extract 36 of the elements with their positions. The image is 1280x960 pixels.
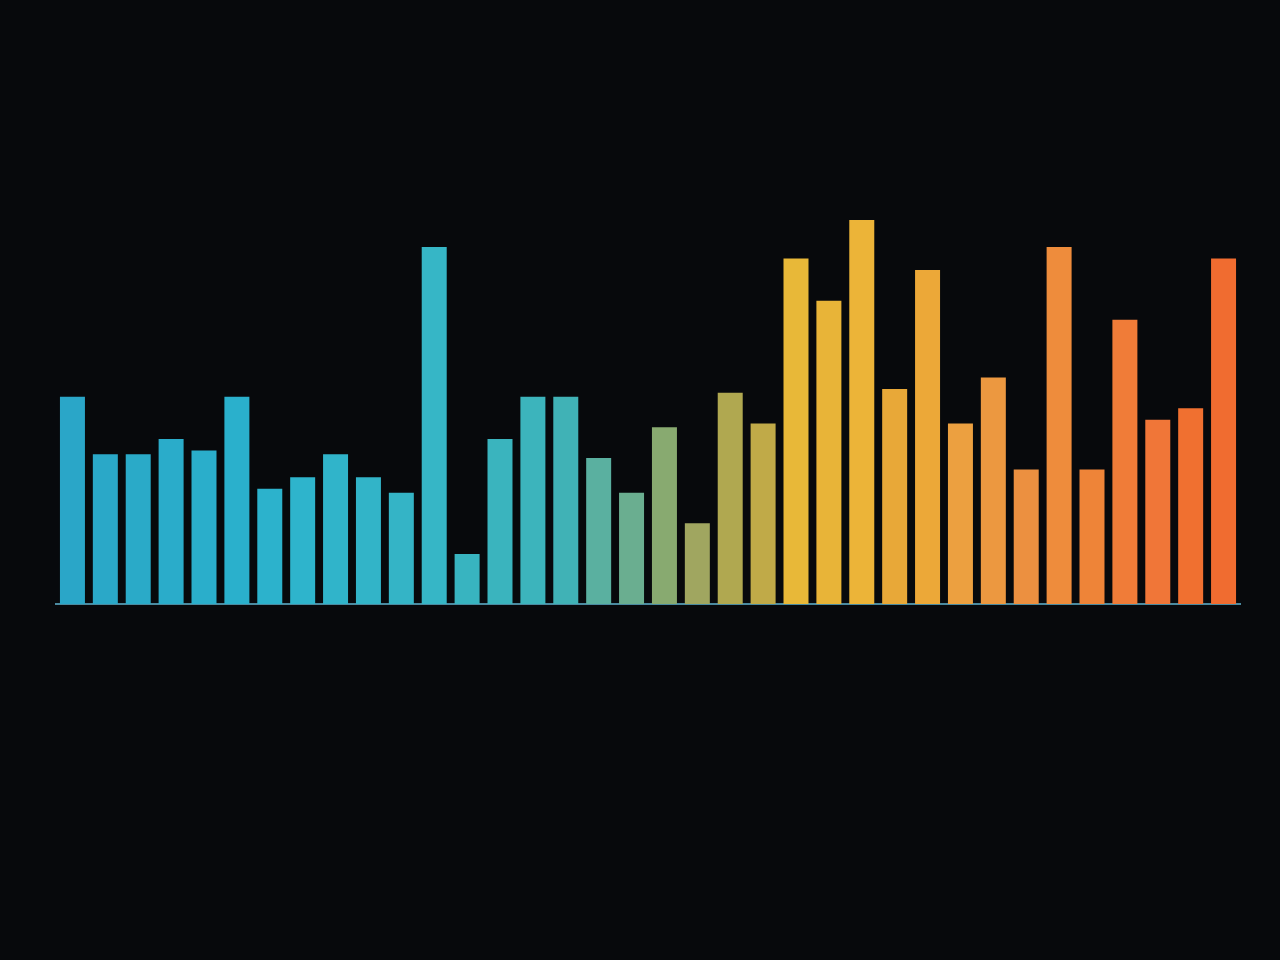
bar	[816, 300, 842, 604]
bar	[651, 427, 677, 604]
bar	[553, 396, 579, 604]
bar	[1046, 246, 1072, 604]
bar	[355, 477, 381, 604]
bar	[520, 396, 546, 604]
bar	[717, 392, 743, 604]
bar	[750, 423, 776, 604]
bar	[980, 377, 1006, 604]
bar	[454, 554, 480, 604]
bar	[323, 454, 349, 604]
bar	[1145, 419, 1171, 604]
bar	[191, 450, 217, 604]
bar	[1112, 319, 1138, 604]
bar	[915, 269, 941, 604]
bar	[849, 220, 875, 604]
bar	[1079, 469, 1105, 604]
bar	[684, 523, 710, 604]
bar	[1211, 258, 1237, 604]
bar	[92, 454, 118, 604]
bar	[158, 438, 184, 604]
bar	[421, 246, 447, 604]
bar	[1013, 469, 1039, 604]
bar	[388, 492, 414, 604]
bar	[783, 258, 809, 604]
bar	[882, 388, 908, 604]
bar	[290, 477, 316, 604]
bar	[224, 396, 250, 604]
bar	[619, 492, 645, 604]
bar	[125, 454, 151, 604]
bar	[586, 458, 612, 604]
bar	[257, 488, 283, 604]
bar	[59, 396, 85, 604]
bar	[947, 423, 973, 604]
bar	[487, 438, 513, 604]
bar	[1178, 408, 1204, 604]
